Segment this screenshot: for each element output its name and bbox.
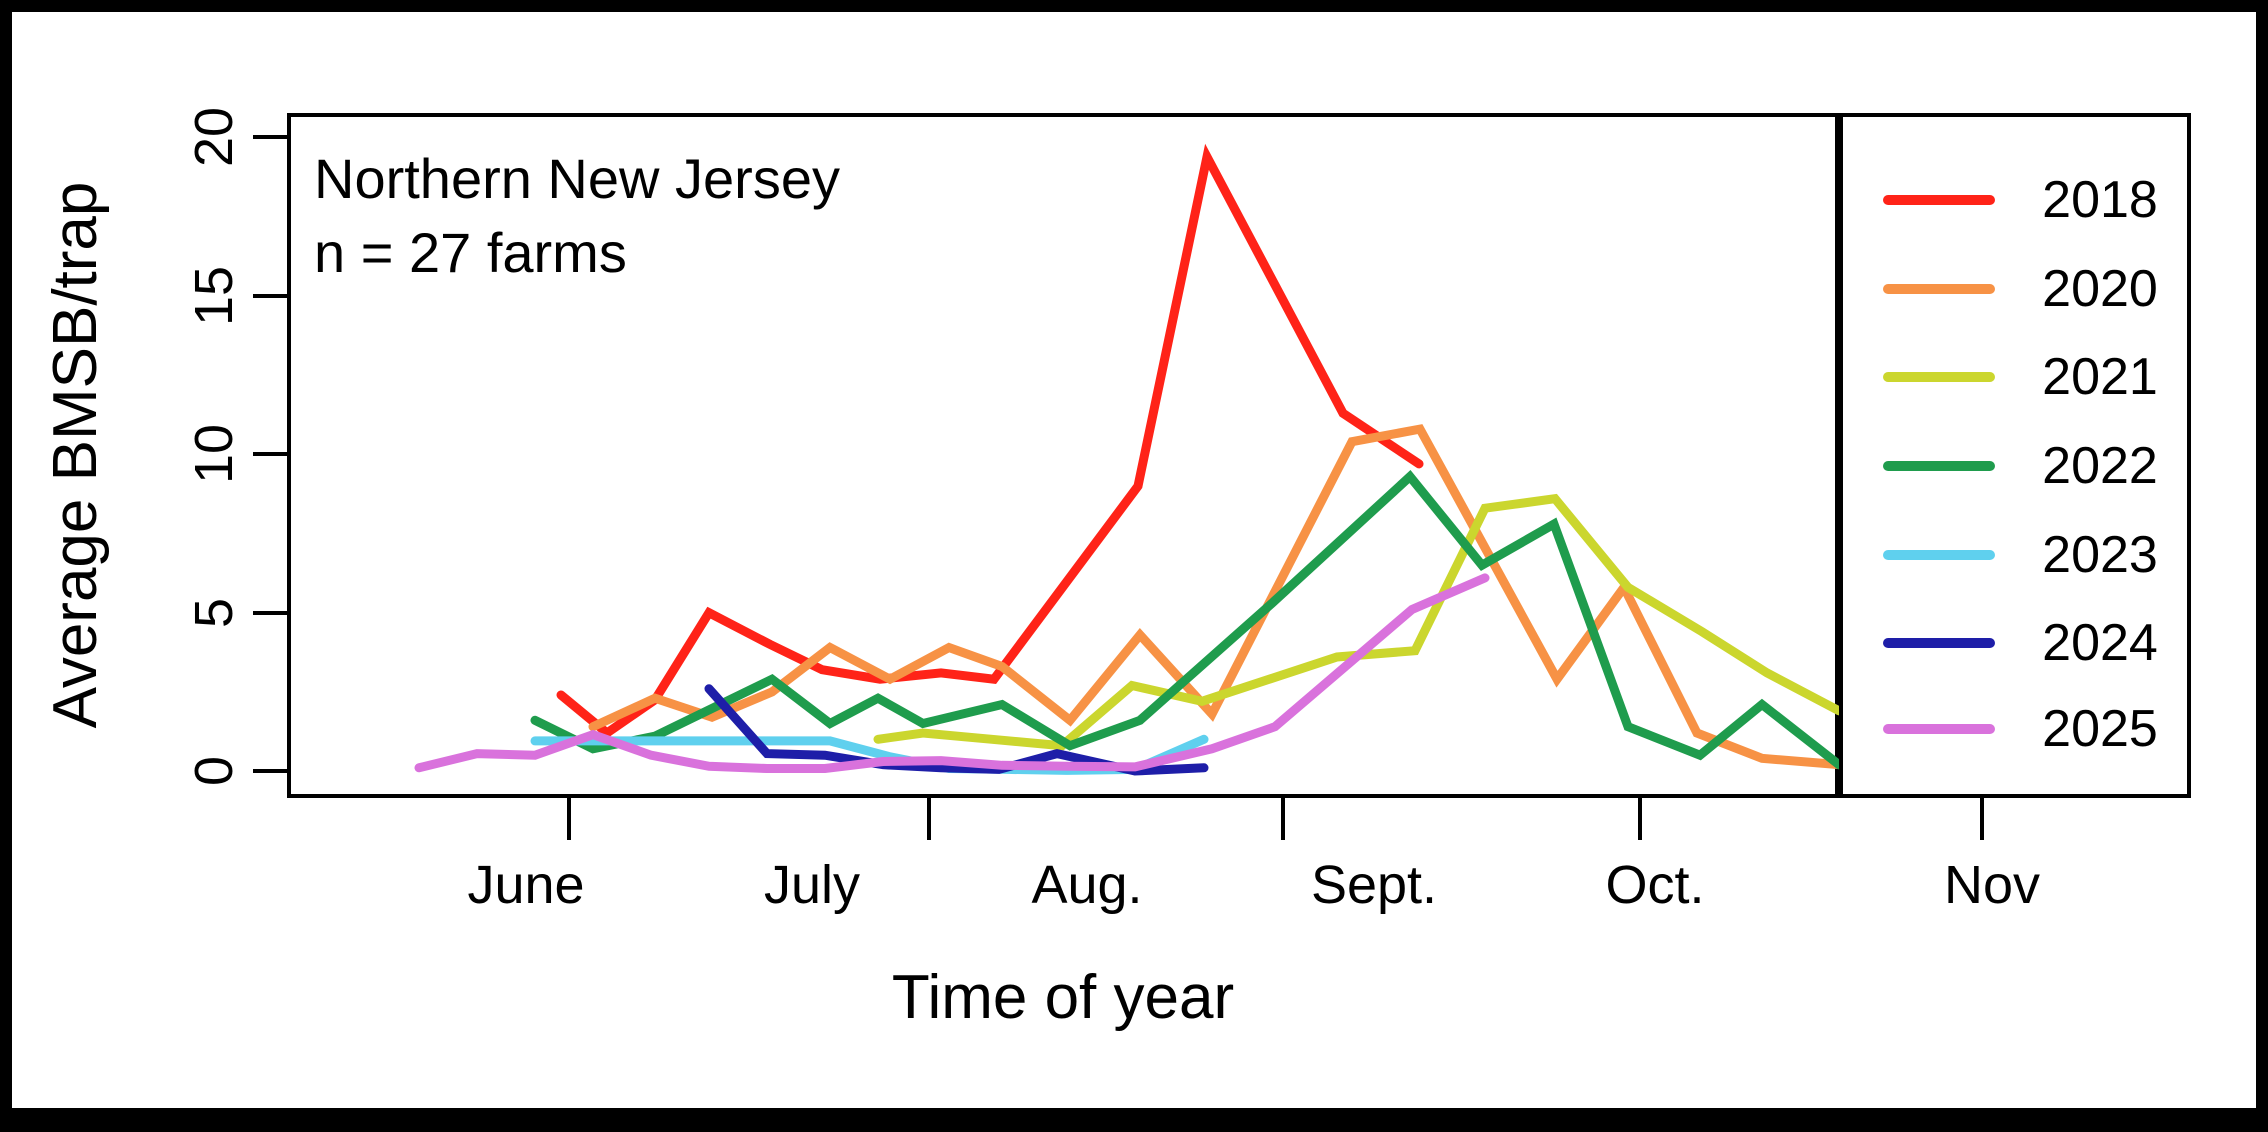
series-line-2025 [414, 573, 1490, 773]
legend-label-2021: 2021 [2042, 348, 2158, 406]
legend-swatch-2018 [1883, 195, 1995, 205]
y-axis-tick-20 [253, 135, 289, 139]
legend-swatch-2024 [1883, 638, 1995, 648]
legend-label-2023: 2023 [2042, 526, 2158, 584]
series-lines [414, 143, 1839, 776]
legend-label-2025: 2025 [2042, 700, 2158, 758]
x-axis-label-July: July [763, 855, 861, 915]
plot-annotation: Northern New Jersey n = 27 farms [314, 142, 840, 290]
legend-swatch-2025 [1883, 724, 1995, 734]
x-axis-label-June: June [467, 855, 585, 915]
series-line-2020 [588, 424, 1839, 770]
x-axis-label-Sept: Sept. [1310, 855, 1438, 915]
x-axis-tick-1 [567, 796, 571, 840]
legend-label-2020: 2020 [2042, 260, 2158, 318]
x-axis-label-Oct: Oct. [1605, 855, 1705, 915]
y-axis-tick-10 [253, 452, 289, 456]
legend-label-2018: 2018 [2042, 171, 2158, 229]
legend-box [1839, 113, 2191, 798]
x-axis-label-Nov: Nov [1943, 855, 2041, 915]
y-axis-title: Average BMSB/trap [41, 181, 110, 729]
legend-swatch-2023 [1883, 550, 1995, 560]
y-axis-label-20: 20 [184, 106, 244, 168]
x-axis-tick-5 [1980, 796, 1984, 840]
legend-label-2024: 2024 [2042, 614, 2158, 672]
x-axis-label-Aug: Aug. [1031, 855, 1143, 915]
y-axis-label-15: 15 [184, 265, 244, 327]
y-axis-label-5: 5 [184, 597, 244, 629]
series-line-2022 [530, 470, 1839, 770]
annotation-sample-size: n = 27 farms [314, 221, 627, 284]
y-axis-label-0: 0 [184, 755, 244, 787]
legend-swatch-2020 [1883, 284, 1995, 294]
x-axis-tick-4 [1638, 796, 1642, 840]
y-axis-tick-0 [253, 769, 289, 773]
x-axis-tick-2 [927, 796, 931, 840]
y-axis-tick-15 [253, 294, 289, 298]
y-axis-label-10: 10 [184, 423, 244, 485]
legend-swatch-2021 [1883, 372, 1995, 382]
annotation-region: Northern New Jersey [314, 147, 840, 210]
plot-frame [287, 113, 1839, 798]
series-line-2021 [873, 493, 1839, 751]
legend-swatch-2022 [1883, 461, 1995, 471]
x-axis-title: Time of year [891, 963, 1235, 1032]
y-axis-tick-5 [253, 611, 289, 615]
legend-label-2022: 2022 [2042, 437, 2158, 495]
x-axis-tick-3 [1281, 796, 1285, 840]
